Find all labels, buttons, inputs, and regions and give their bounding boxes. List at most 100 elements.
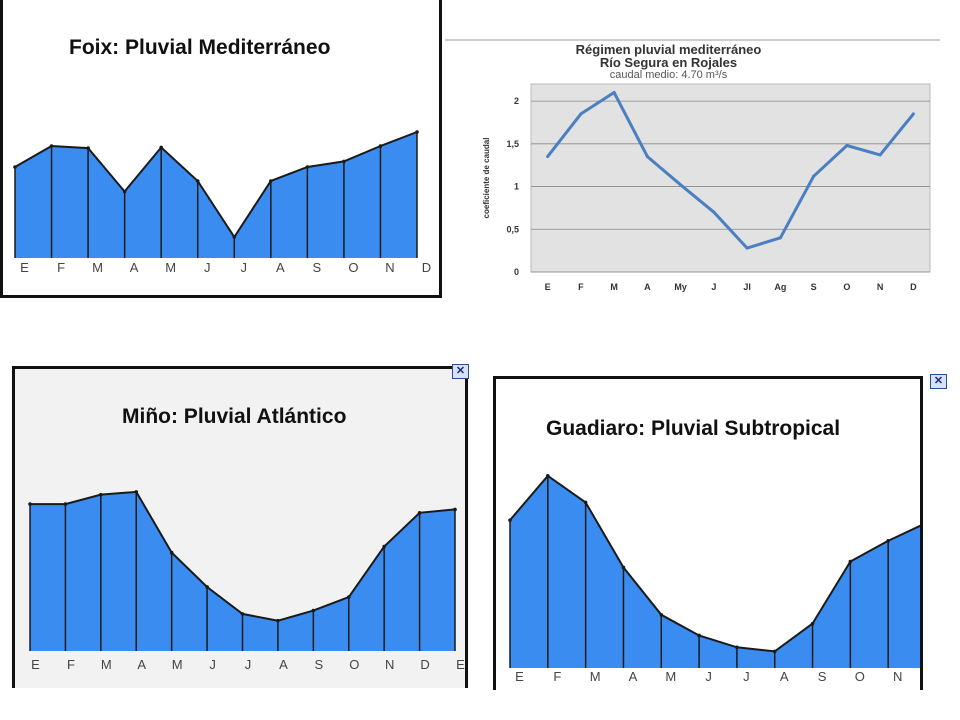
x-tick-label: O: [348, 260, 359, 275]
x-tick-label: A: [276, 260, 286, 275]
x-tick-label: D: [420, 657, 430, 672]
x-tick-label: E: [545, 282, 551, 292]
data-point: [878, 153, 882, 157]
data-point: [378, 144, 383, 148]
x-tick-label: J: [241, 260, 249, 275]
x-tick-label: Ag: [774, 282, 786, 292]
data-point: [583, 500, 588, 505]
x-tick-label: J: [711, 282, 716, 292]
x-tick-label: J: [245, 657, 253, 672]
data-point: [911, 112, 915, 116]
data-point: [417, 511, 422, 515]
x-tick-label: M: [172, 657, 184, 672]
segura-title: Régimen pluvial mediterráneo: [575, 42, 762, 57]
data-point: [86, 146, 90, 150]
data-point: [269, 179, 273, 183]
x-tick-label: E: [31, 657, 41, 672]
x-tick-label: E: [515, 669, 525, 684]
guadiaro-title: Guadiaro: Pluvial Subtropical: [546, 417, 841, 440]
data-point: [205, 585, 209, 589]
data-point: [810, 621, 815, 626]
data-point: [845, 144, 849, 148]
x-tick-label: F: [67, 657, 76, 672]
x-tick-label: S: [811, 282, 817, 292]
x-tick-label: O: [843, 282, 850, 292]
data-point: [659, 612, 664, 617]
data-point: [778, 236, 782, 240]
x-tick-label: My: [674, 282, 687, 292]
data-point: [848, 559, 853, 564]
data-point: [240, 612, 245, 616]
chart-panel-mino: E F M A M J J A S O N D E Miño: Pluvial Atlántico: [12, 366, 468, 688]
x-tick-label: F: [57, 260, 66, 275]
data-point: [886, 539, 890, 543]
data-point: [621, 565, 626, 570]
data-point: [697, 633, 701, 638]
data-point: [679, 183, 683, 187]
x-tick-label: E: [20, 260, 30, 275]
data-point: [49, 144, 54, 148]
data-point: [159, 145, 163, 150]
data-point: [232, 235, 237, 239]
x-tick-label: M: [610, 282, 618, 292]
x-tick-label: O: [855, 669, 866, 684]
data-point: [745, 246, 749, 250]
data-point: [99, 492, 103, 497]
y-tick-label: 2: [514, 96, 519, 106]
x-tick-label: M: [590, 669, 602, 684]
x-tick-label: A: [137, 657, 147, 672]
data-point: [28, 502, 32, 506]
area-fill: [510, 475, 920, 668]
x-tick-label: D: [910, 282, 917, 292]
x-tick-label: M: [165, 260, 177, 275]
x-tick-label: N: [385, 657, 395, 672]
x-tick-label: F: [553, 669, 562, 684]
area-outline: [14, 131, 418, 239]
x-tick-label: J: [204, 260, 212, 275]
data-point: [735, 645, 739, 650]
data-point: [812, 174, 816, 178]
area-fill: [15, 132, 417, 258]
segura-note: caudal medio: 4.70 m³/s: [609, 69, 728, 81]
data-point: [612, 91, 616, 95]
x-tick-label: N: [893, 669, 903, 684]
x-tick-label: D: [422, 260, 432, 275]
x-tick-label: Jl: [743, 282, 751, 292]
x-tick-label: S: [818, 669, 828, 684]
close-icon[interactable]: ✕: [452, 364, 469, 379]
data-point: [195, 179, 200, 183]
x-tick-label: N: [877, 282, 884, 292]
data-point: [772, 649, 777, 654]
y-tick-label: 0: [514, 267, 519, 277]
data-point: [122, 189, 127, 194]
x-tick-label: N: [385, 260, 395, 275]
x-tick-label: M: [665, 669, 677, 684]
y-tick-label: 1: [514, 182, 519, 192]
close-icon[interactable]: ✕: [930, 374, 947, 389]
data-point: [276, 618, 280, 623]
chart-panel-foix: E F M A M J J A S O N D Foix: Pluvial Mediterráneo: [0, 0, 442, 298]
data-point: [305, 165, 310, 169]
data-point: [169, 550, 174, 555]
mino-title: Miño: Pluvial Atlántico: [122, 405, 347, 428]
data-point: [346, 595, 351, 599]
data-point: [579, 112, 583, 116]
x-tick-label: A: [279, 657, 289, 672]
data-point: [546, 473, 550, 478]
x-tick-label: F: [578, 282, 584, 292]
data-point: [546, 155, 550, 159]
x-tick-label: S: [313, 260, 323, 275]
data-point: [453, 507, 457, 512]
data-point: [13, 165, 17, 169]
x-tick-label: J: [705, 669, 713, 684]
x-tick-label: M: [92, 260, 104, 275]
x-tick-label: J: [743, 669, 751, 684]
y-tick-label: 0,5: [506, 224, 519, 234]
x-tick-label: J: [209, 657, 217, 672]
